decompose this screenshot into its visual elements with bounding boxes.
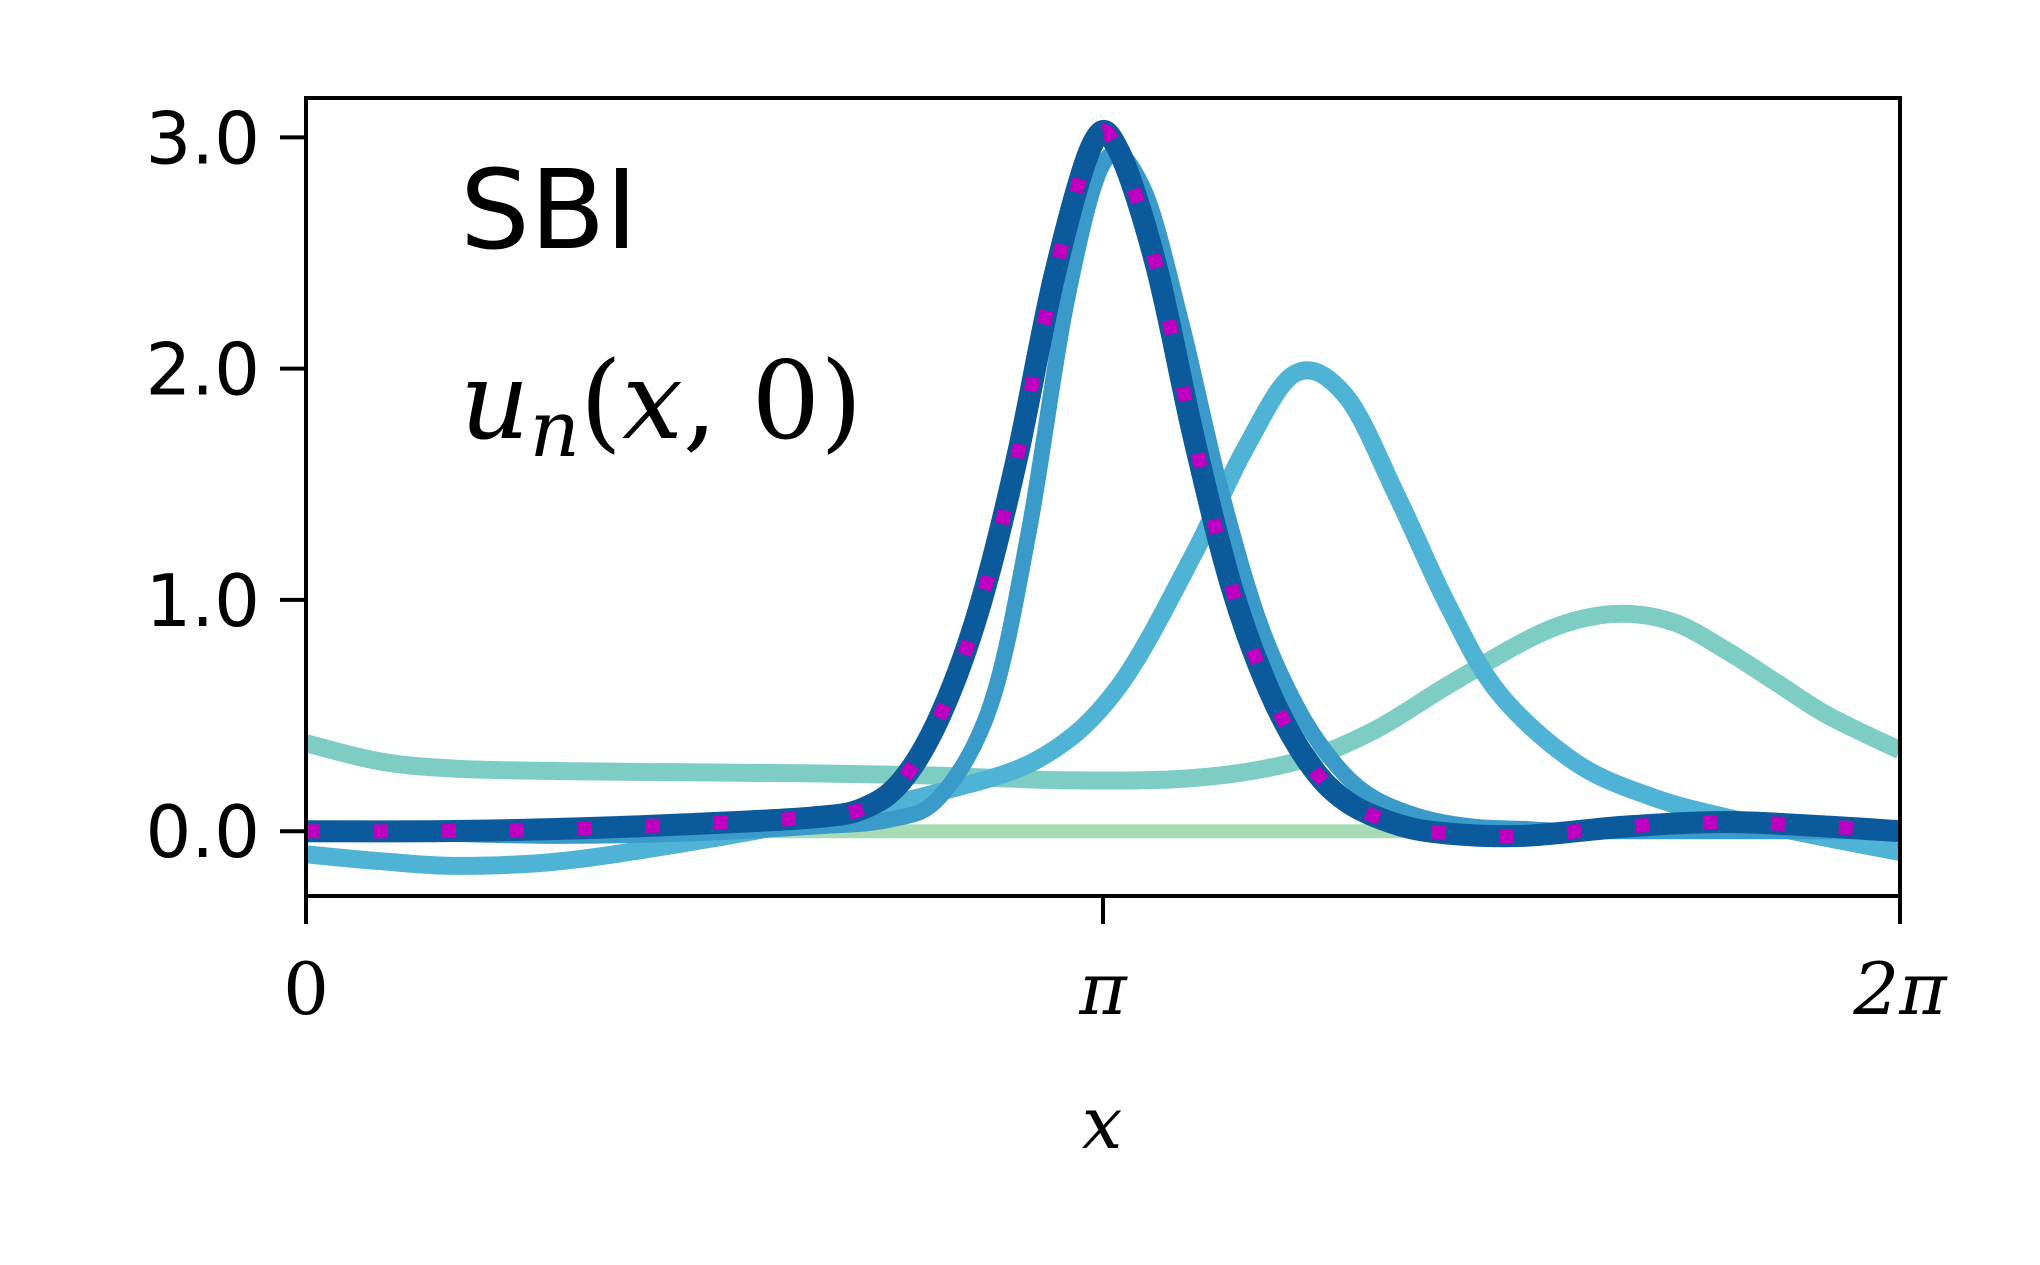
series-line-2	[306, 604, 1900, 790]
panel-label: SBI	[460, 146, 638, 274]
series-line-3	[306, 361, 1900, 875]
x-tick-label: π	[1078, 947, 1128, 1031]
series-line-6	[306, 124, 1900, 844]
x-axis-label: x	[1082, 1081, 1123, 1165]
series-layer	[306, 120, 1900, 875]
x-tick-label: 2π	[1852, 947, 1948, 1031]
x-tick-label: 0	[283, 947, 329, 1031]
y-tick-label: 0.0	[145, 790, 260, 874]
y-tick-label: 3.0	[145, 96, 260, 180]
quantity-label: un(x, 0)	[460, 339, 862, 475]
y-tick-label: 2.0	[145, 328, 260, 412]
ticks-layer: 0.0 1.0 2.0 3.0 0 π 2π	[145, 96, 1948, 1031]
y-tick-label: 1.0	[145, 559, 260, 643]
